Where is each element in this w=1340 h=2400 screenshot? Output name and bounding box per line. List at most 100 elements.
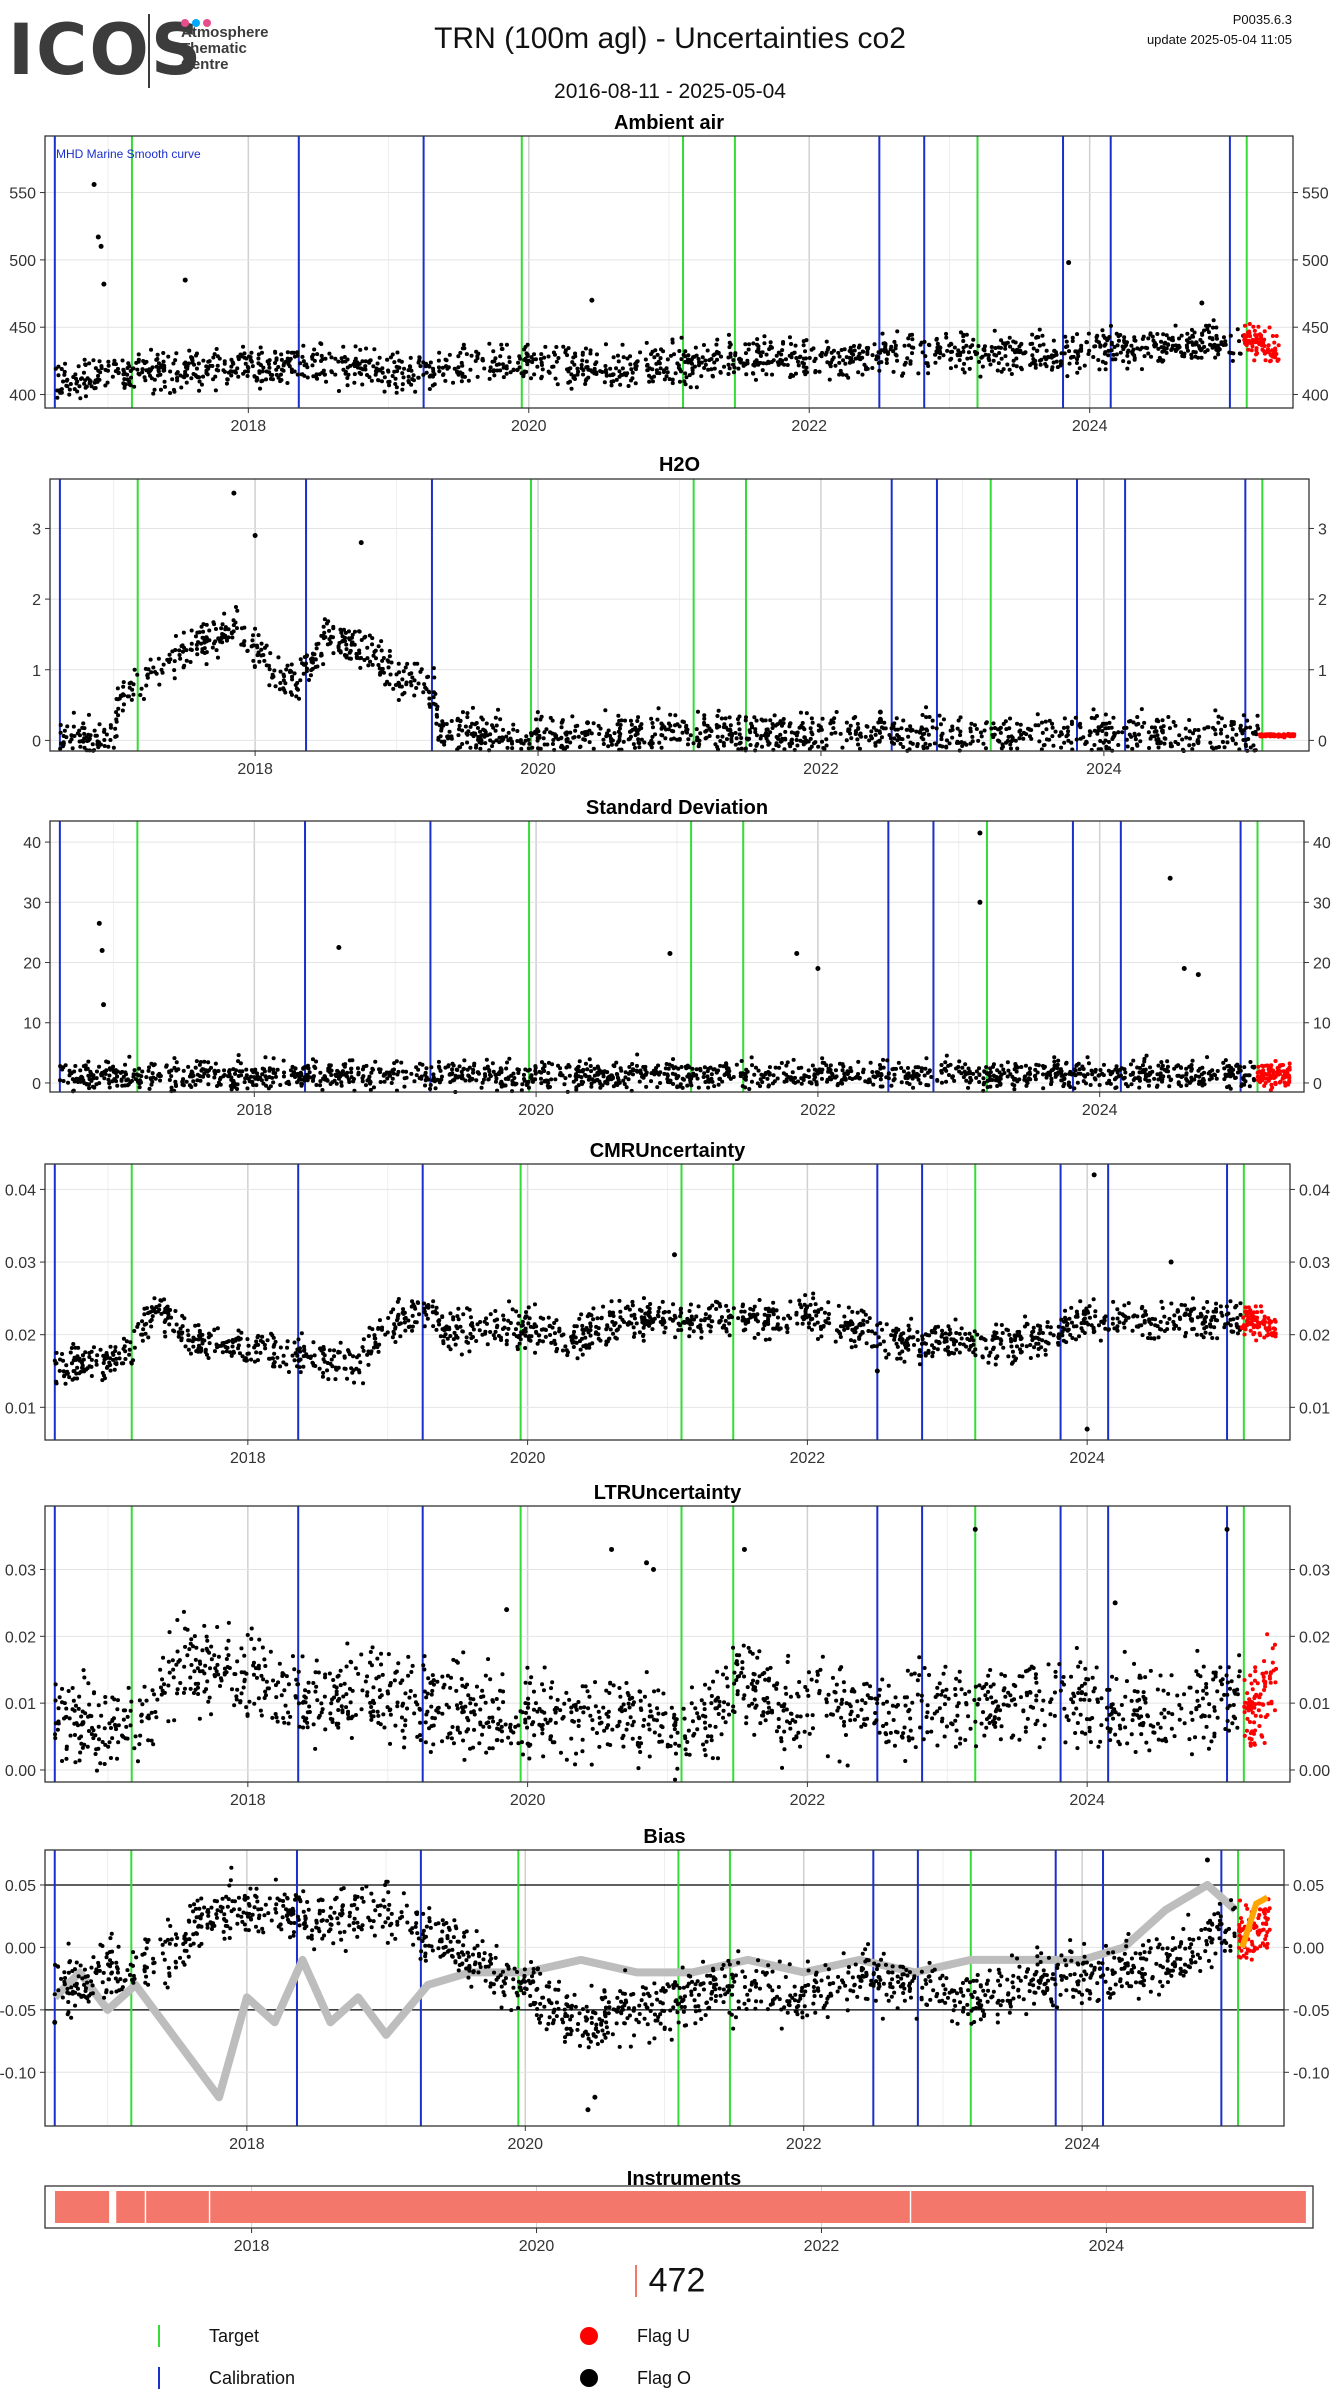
y-tick-label: 0.02 xyxy=(5,1629,36,1646)
outlier-point xyxy=(815,966,821,972)
instrument-segment xyxy=(146,2191,209,2223)
x-tick-label: 2018 xyxy=(231,418,267,435)
y-tick-label: 0.02 xyxy=(1299,1328,1330,1345)
outlier-point xyxy=(1195,972,1201,978)
x-tick-label: 2022 xyxy=(791,418,827,435)
y-tick-label: 400 xyxy=(9,388,36,405)
y-tick-label: 0.00 xyxy=(5,1763,36,1780)
y-tick-label: -0.10 xyxy=(0,2065,36,2082)
plot-frame xyxy=(44,1505,1291,1783)
y-tick-label: 10 xyxy=(23,1016,41,1033)
x-tick-label: 2022 xyxy=(790,1450,826,1467)
y-tick-label: -0.10 xyxy=(1293,2065,1330,2082)
legend-flag-o: Flag O xyxy=(580,2367,691,2389)
y-tick-label: 2 xyxy=(32,592,41,609)
outlier-point xyxy=(1066,260,1072,266)
legend-target-swatch xyxy=(158,2325,160,2348)
outlier-point xyxy=(977,899,983,905)
y-tick-label: 10 xyxy=(1313,1016,1331,1033)
y-tick-label: 2 xyxy=(1318,592,1327,609)
y-tick-label: 0.02 xyxy=(5,1328,36,1345)
legend-target: Target xyxy=(158,2325,259,2348)
instrument-segment xyxy=(54,2191,110,2223)
y-tick-label: 0.05 xyxy=(5,1878,36,1895)
y-tick-label: 0.03 xyxy=(1299,1255,1330,1272)
data-points-flag-o xyxy=(53,1609,1242,1782)
outlier-point xyxy=(101,281,107,287)
outlier-point xyxy=(794,950,800,956)
bias-recent-trend xyxy=(1239,1894,1269,1949)
outlier-point xyxy=(1224,1526,1230,1532)
y-tick-label: 3 xyxy=(32,521,41,538)
outlier-point xyxy=(977,830,983,836)
y-tick-label: 450 xyxy=(1302,320,1329,337)
outlier-point xyxy=(504,1607,510,1613)
plot-frame xyxy=(44,2185,1314,2229)
x-tick-label: 2024 xyxy=(1089,2238,1125,2255)
plot-frame xyxy=(44,1163,1291,1441)
plot-frame xyxy=(49,478,1310,752)
chart-panel-ambient: Ambient air MHD Marine Smooth curve 400 400… xyxy=(9,112,1329,435)
outlier-point xyxy=(99,947,105,953)
x-tick-label: 2022 xyxy=(786,2136,822,2153)
outlier-point xyxy=(585,2107,591,2113)
chart-panel-instruments: Instruments 2018 2020 2022 2024 xyxy=(44,2168,1314,2255)
outlier-point xyxy=(336,944,342,950)
instrument-segment xyxy=(210,2191,910,2223)
chart-title: CMRUncertainty xyxy=(590,1140,746,1162)
x-tick-label: 2020 xyxy=(507,2136,543,2153)
legend-flag-u-label: Flag U xyxy=(637,2325,691,2346)
y-tick-label: 20 xyxy=(23,956,41,973)
outlier-point xyxy=(101,1002,107,1008)
data-points-flag-o xyxy=(53,318,1246,401)
outlier-point xyxy=(98,243,104,249)
x-tick-label: 2024 xyxy=(1086,761,1122,778)
data-points-flag-u xyxy=(1242,322,1281,364)
y-tick-label: 3 xyxy=(1318,521,1327,538)
page-title: TRN (100m agl) - Uncertainties co2 xyxy=(434,22,906,55)
y-tick-label: 0.04 xyxy=(1299,1182,1330,1199)
outlier-point xyxy=(609,1546,615,1552)
y-tick-label: 40 xyxy=(23,835,41,852)
plot-frame xyxy=(44,1849,1285,2127)
y-tick-label: 30 xyxy=(1313,895,1331,912)
outlier-point xyxy=(231,490,237,496)
x-tick-label: 2022 xyxy=(804,2238,840,2255)
logo-dot xyxy=(192,19,200,27)
x-tick-label: 2018 xyxy=(237,1102,273,1119)
outlier-point xyxy=(1204,1857,1210,1863)
smooth-curve xyxy=(51,1881,1238,2102)
data-points-flag-u xyxy=(1255,1059,1292,1093)
x-tick-label: 2020 xyxy=(520,761,556,778)
data-points-flag-o xyxy=(52,1291,1243,1386)
legend-flag-o-label: Flag O xyxy=(637,2367,692,2388)
y-tick-label: 450 xyxy=(9,320,36,337)
outlier-point xyxy=(1199,300,1205,306)
outlier-point xyxy=(592,2094,598,2100)
y-tick-label: 20 xyxy=(1313,956,1331,973)
icos-logo: ICOS xyxy=(8,9,204,91)
y-tick-label: 550 xyxy=(1302,186,1329,203)
y-tick-label: 1 xyxy=(32,663,41,680)
y-tick-label: 0.00 xyxy=(1299,1763,1330,1780)
data-points-flag-u xyxy=(1242,1632,1279,1748)
instrument-color-tick xyxy=(634,2265,637,2298)
outlier-point xyxy=(1084,1426,1090,1432)
outlier-point xyxy=(1091,1172,1097,1178)
outlier-point xyxy=(589,297,595,303)
chart-panel-cmr: CMRUncertainty 0.01 0.01 0.02 0.02 0.03 0.03 0.… xyxy=(5,1140,1330,1467)
chart-title: Standard Deviation xyxy=(586,797,768,819)
y-tick-label: 30 xyxy=(23,895,41,912)
y-tick-label: -0.05 xyxy=(1293,2003,1330,2020)
chart-title: Bias xyxy=(643,1826,685,1848)
outlier-point xyxy=(1181,966,1187,972)
y-tick-label: 500 xyxy=(9,253,36,270)
y-tick-label: 0 xyxy=(32,733,41,750)
outlier-point xyxy=(182,277,188,283)
y-tick-label: 400 xyxy=(1302,388,1329,405)
x-tick-label: 2022 xyxy=(803,761,839,778)
legend-flag-u: Flag U xyxy=(580,2325,690,2347)
chart-title: H2O xyxy=(659,454,700,476)
x-tick-label: 2018 xyxy=(230,1450,266,1467)
legend-calibration-label: Calibration xyxy=(209,2367,296,2388)
